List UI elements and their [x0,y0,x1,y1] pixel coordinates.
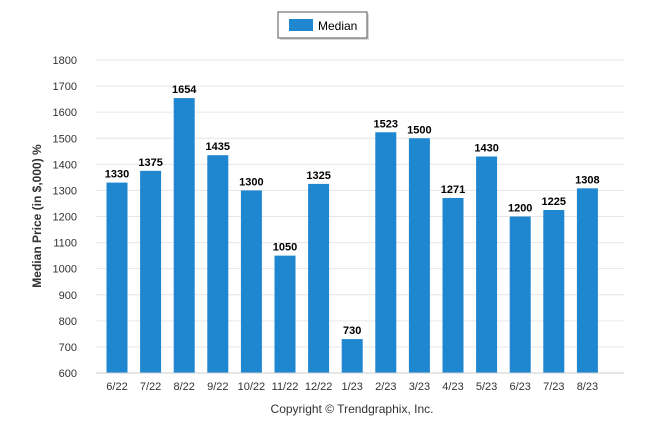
x-tick-label: 6/23 [509,381,530,393]
x-tick-label: 11/22 [272,381,299,393]
bar-8-22[interactable] [173,98,195,373]
x-tick-label: 7/22 [140,381,161,393]
y-tick-label: 800 [59,316,77,328]
data-label: 730 [343,325,361,337]
data-label: 1430 [474,143,498,155]
y-tick-label: 1200 [53,212,77,224]
y-tick-label: 1800 [53,55,77,67]
x-tick-label: 9/22 [207,381,228,393]
x-tick-label: 2/23 [375,381,396,393]
bar-10-22[interactable] [240,190,262,373]
x-tick-label: 10/22 [238,381,266,393]
data-label: 1523 [374,118,398,130]
bar-9-22[interactable] [207,155,229,373]
data-label: 1375 [138,157,162,169]
bars [106,98,598,374]
legend-label-median: Median [318,19,357,33]
y-tick-label: 900 [59,290,77,302]
bar-6-23[interactable] [509,216,531,374]
data-label: 1225 [542,196,566,208]
bar-1-23[interactable] [341,339,363,373]
copyright-credit: Copyright © Trendgraphix, Inc. [271,402,434,416]
x-tick-label: 7/23 [543,381,564,393]
y-tick-label: 1000 [53,264,77,276]
bar-7-23[interactable] [543,209,565,373]
y-tick-label: 600 [59,368,77,380]
x-tick-label: 8/22 [173,381,194,393]
y-tick-label: 1600 [53,107,77,119]
x-tick-label: 1/23 [341,381,362,393]
x-tick-label: 3/23 [409,381,430,393]
data-label: 1050 [273,242,297,254]
legend-swatch [289,19,313,31]
data-label: 1330 [105,169,129,181]
y-tick-label: 1100 [53,238,77,250]
data-label: 1500 [407,124,431,136]
y-tick-label: 1500 [53,133,77,145]
bar-7-22[interactable] [140,170,162,373]
x-tick-label: 8/23 [577,381,598,393]
y-tick-label: 1300 [53,185,77,197]
y-axis-title: Median Price (in $,000) % [30,144,44,288]
y-tick-label: 700 [59,342,77,354]
bar-11-22[interactable] [274,255,296,373]
data-label: 1200 [508,203,532,215]
legend[interactable]: Median [277,11,369,40]
data-label: 1300 [239,176,263,188]
y-axis-ticks: 600 700 800 900 1000 1100 1200 1300 1400 1500 1600… [53,55,77,380]
y-tick-label: 1700 [53,81,77,93]
data-label: 1435 [206,141,230,153]
data-label: 1308 [575,174,599,186]
bar-12-22[interactable] [308,183,330,373]
bar-8-23[interactable] [576,188,598,373]
bar-2-23[interactable] [375,132,397,373]
data-label: 1271 [441,184,465,196]
x-tick-label: 5/23 [476,381,497,393]
data-labels: 1330 1375 1654 1435 1300 1050 1325 730 1523 1500 1… [105,84,600,337]
y-tick-label: 1400 [53,159,77,171]
x-tick-label: 6/22 [106,381,127,393]
data-label: 1325 [306,170,330,182]
bar-6-22[interactable] [106,182,128,373]
x-tick-label: 12/22 [305,381,333,393]
bar-5-23[interactable] [476,156,498,373]
bar-3-23[interactable] [408,138,430,373]
x-tick-label: 4/23 [442,381,463,393]
bar-4-23[interactable] [442,197,464,373]
x-axis-ticks: 6/22 7/22 8/22 9/22 10/22 11/22 12/22 1/23 2/23 3… [106,381,598,393]
data-label: 1654 [172,84,197,96]
